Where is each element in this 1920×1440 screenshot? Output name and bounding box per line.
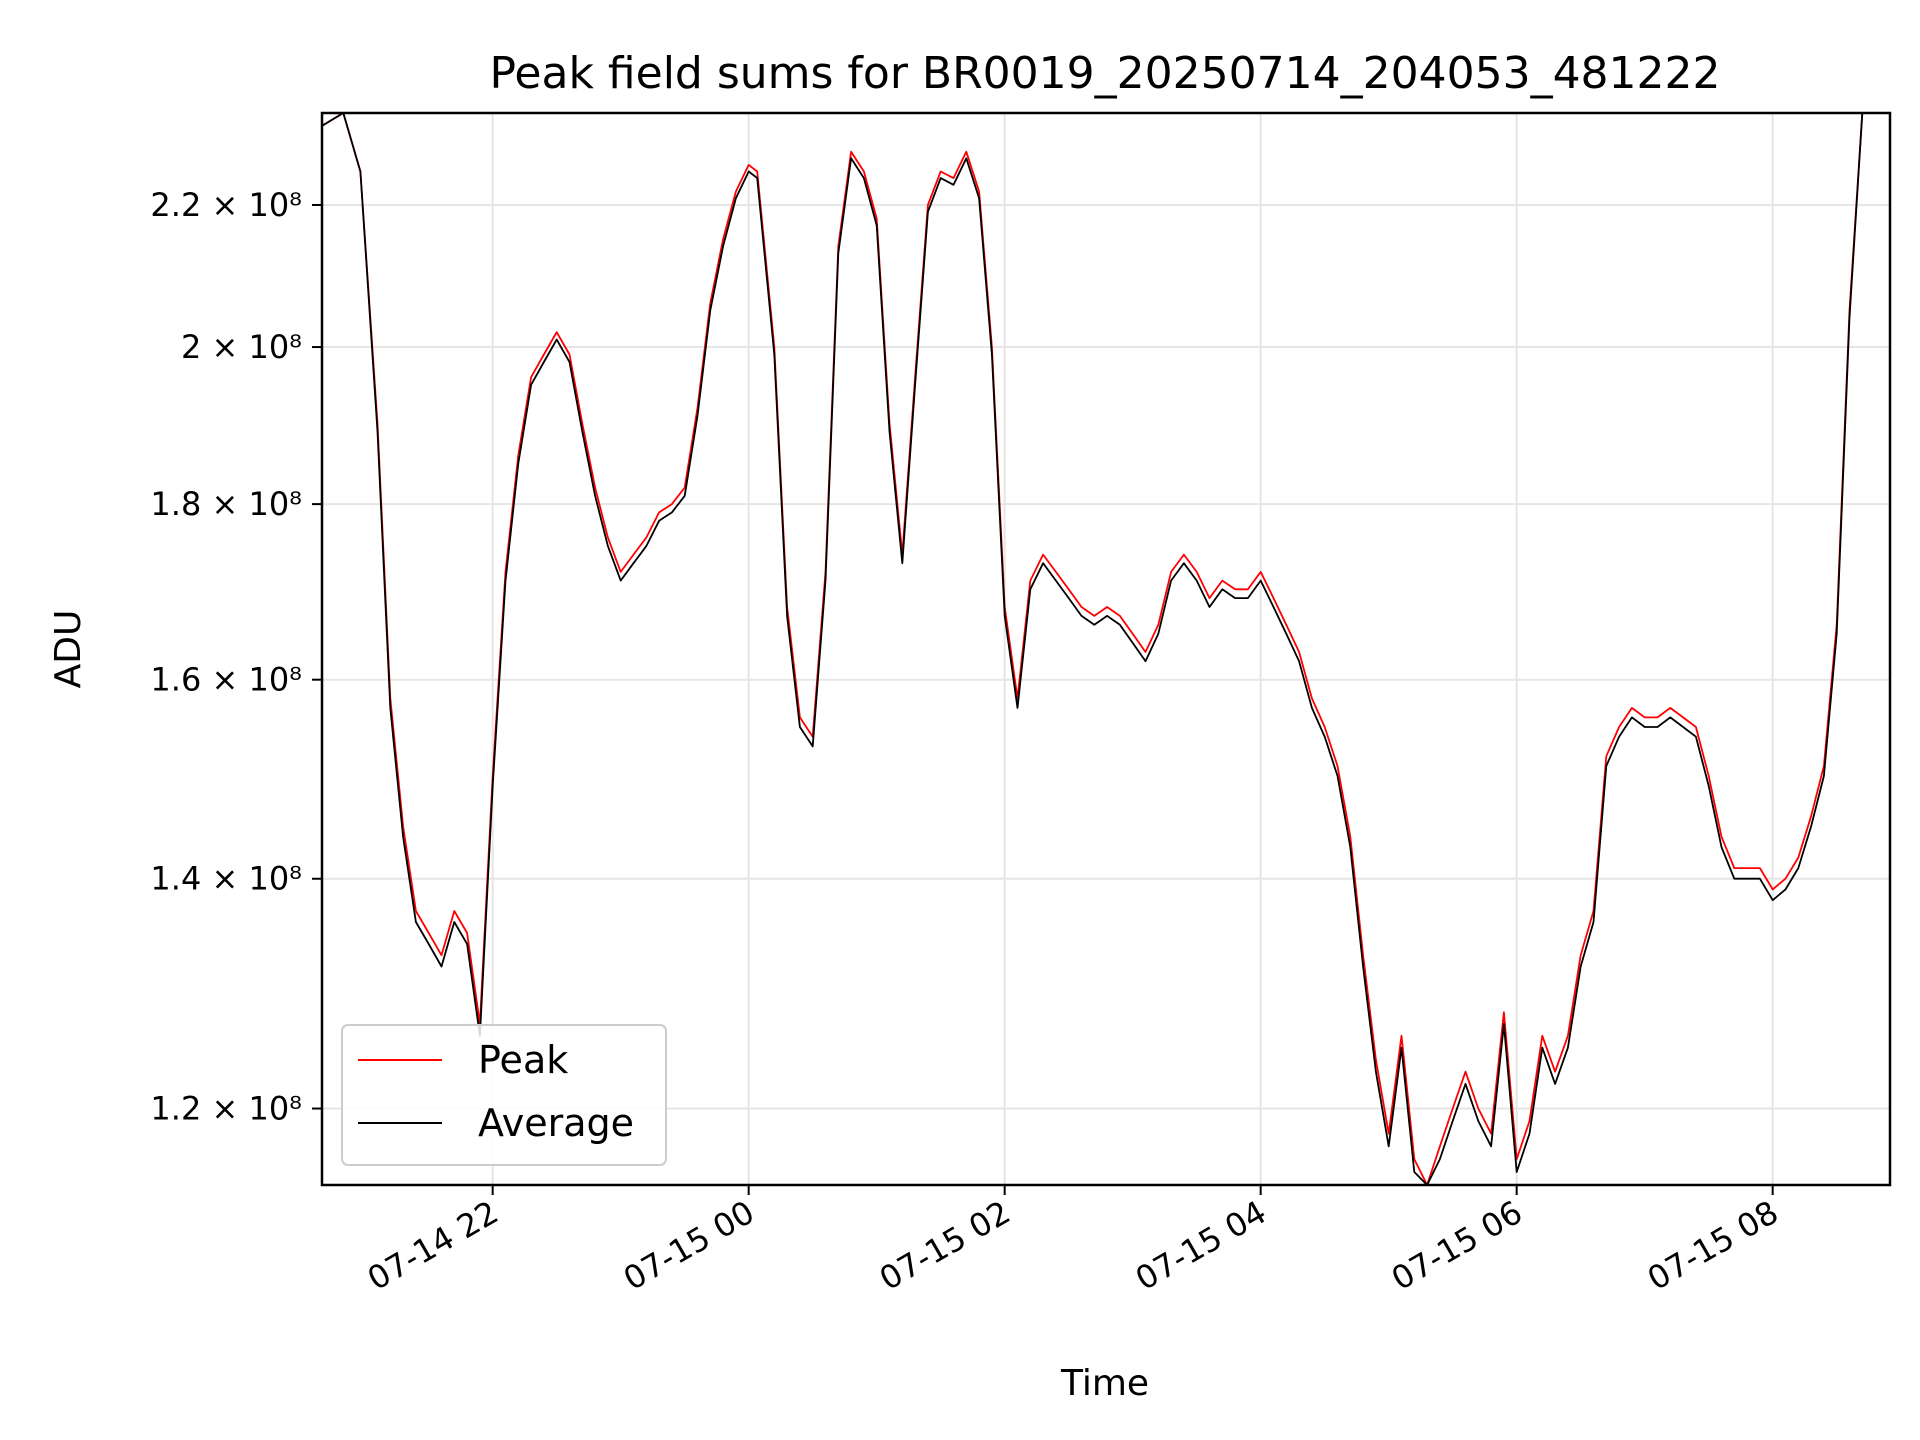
plot-frame bbox=[320, 111, 1892, 1187]
legend-label-average: Average bbox=[478, 1101, 634, 1145]
x-axis-title: Time bbox=[1060, 1363, 1149, 1404]
y-tick-label: 1.4 × 10⁸ bbox=[150, 860, 302, 898]
grid bbox=[322, 113, 1890, 1185]
y-tick-label: 2.2 × 10⁸ bbox=[150, 186, 302, 224]
y-tick-label: 1.8 × 10⁸ bbox=[150, 485, 302, 523]
y-tick-label: 2 × 10⁸ bbox=[181, 328, 302, 366]
chart-title: Peak field sums for BR0019_20250714_2040… bbox=[489, 48, 1720, 99]
series-layer bbox=[322, 113, 1864, 1185]
y-tick-label: 1.2 × 10⁸ bbox=[150, 1090, 302, 1128]
y-tick-label: 1.6 × 10⁸ bbox=[150, 661, 302, 699]
series-line-average bbox=[322, 113, 1864, 1185]
y-axis: 1.2 × 10⁸ 1.4 × 10⁸ 1.6 × 10⁸ 1.8 × 10⁸ 2 × … bbox=[150, 186, 322, 1128]
y-axis-title: ADU bbox=[48, 610, 89, 689]
series-line-peak bbox=[322, 113, 1864, 1185]
legend: Peak Average bbox=[341, 1024, 667, 1166]
legend-label-peak: Peak bbox=[478, 1038, 568, 1082]
